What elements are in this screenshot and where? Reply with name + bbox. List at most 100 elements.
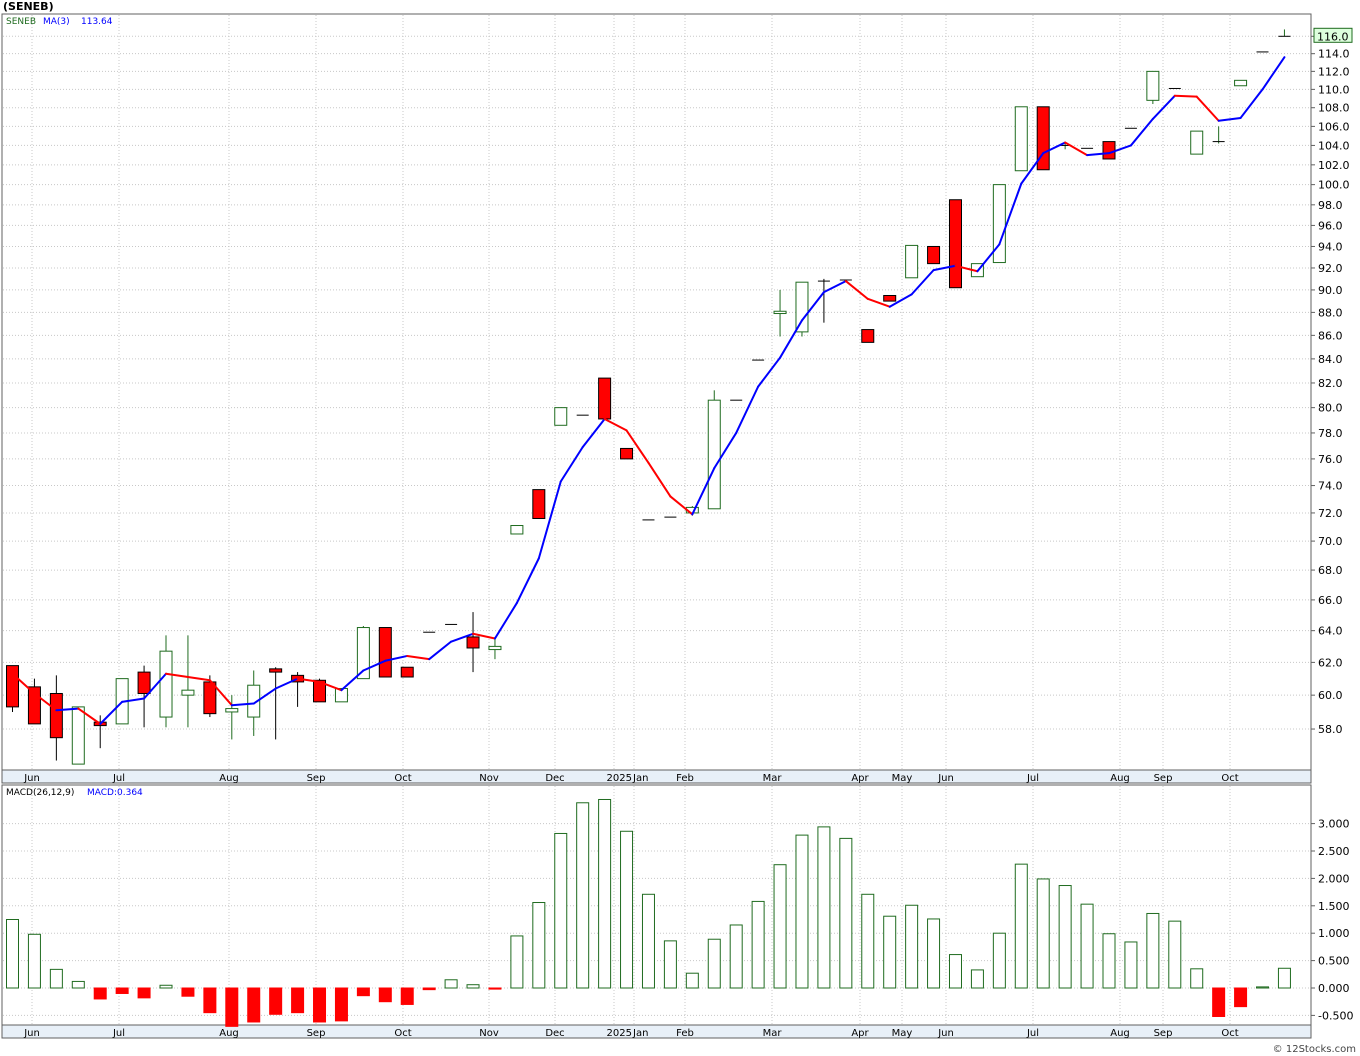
price-y-tick-label: 68.0 xyxy=(1318,564,1343,577)
macd-x-axis: Jun Jul Aug Sep Oct Nov Dec 2025 Jan Feb Mar Apr May… xyxy=(23,1028,1239,1039)
price-y-tick-label: 94.0 xyxy=(1318,240,1343,253)
ma3-segment xyxy=(625,429,650,464)
macd-bar xyxy=(334,987,348,1022)
candle xyxy=(6,665,19,712)
x-tick-label: Sep xyxy=(307,1028,326,1039)
macd-y-tick-label: 0.000 xyxy=(1318,982,1350,995)
ma3-segment xyxy=(1217,116,1242,122)
candle xyxy=(159,635,173,728)
macd-bar xyxy=(861,893,875,989)
ma3-segment xyxy=(428,640,453,661)
candle xyxy=(203,675,217,718)
ma3-segment xyxy=(33,692,58,712)
macd-bar xyxy=(444,979,458,989)
macd-bar xyxy=(203,987,217,1014)
ma3-segment xyxy=(713,431,738,470)
ma3-segment xyxy=(208,679,233,707)
x-tick-label: Aug xyxy=(1110,1028,1130,1039)
candle xyxy=(49,675,63,761)
ma3-segment xyxy=(998,182,1023,246)
macd-bar xyxy=(1234,987,1248,1008)
macd-bar xyxy=(1036,878,1050,989)
macd-bar xyxy=(247,987,261,1023)
ma3-segment xyxy=(186,675,211,682)
macd-bar xyxy=(1124,941,1138,989)
ma3-segment xyxy=(1261,56,1286,91)
ma3-segment xyxy=(888,293,913,308)
candle xyxy=(510,525,524,535)
ma3-segment xyxy=(165,672,189,678)
price-y-tick-label: 90.0 xyxy=(1318,284,1343,297)
macd-bar xyxy=(620,830,634,989)
x-tick-label: Dec xyxy=(545,1028,564,1039)
x-tick-label: Aug xyxy=(219,773,239,784)
ma3-segment xyxy=(779,319,803,359)
ma3-segment xyxy=(406,654,431,661)
candle xyxy=(905,244,919,279)
ma3-segment xyxy=(844,280,869,300)
macd-bar xyxy=(137,987,151,999)
candle xyxy=(1234,79,1248,87)
price-y-tick-label: 80.0 xyxy=(1318,402,1343,415)
x-tick-label: Jun xyxy=(937,773,954,784)
macd-bar xyxy=(1014,863,1028,989)
ma3-segment xyxy=(493,601,518,640)
macd-bar xyxy=(883,915,897,989)
price-legend-ma-value: 113.64 xyxy=(81,17,113,27)
macd-legend-label: MACD(26,12,9) xyxy=(6,788,74,798)
ma3-segment xyxy=(932,264,957,272)
macd-bar xyxy=(751,900,765,989)
macd-y-tick-label: -0.500 xyxy=(1318,1009,1353,1022)
macd-bar xyxy=(400,987,414,1005)
price-legend-ma-label: MA(3) xyxy=(43,17,70,27)
ma3-segment xyxy=(11,672,36,695)
ma3-segment xyxy=(472,632,496,640)
ma3-segment xyxy=(274,677,299,690)
x-tick-label: Mar xyxy=(763,773,783,784)
candle xyxy=(883,294,897,302)
macd-bar xyxy=(729,924,743,989)
x-tick-label: Aug xyxy=(219,1028,239,1039)
macd-bar xyxy=(773,864,787,989)
macd-bar xyxy=(817,826,831,989)
candle xyxy=(861,329,875,343)
chart-title: (SENEB) xyxy=(3,0,54,13)
candle xyxy=(532,489,546,520)
ma3-segment xyxy=(822,280,847,294)
price-x-axis: Jun Jul Aug Sep Oct Nov Dec 2025 Jan Feb Mar Apr May… xyxy=(23,773,1239,784)
macd-bar xyxy=(1212,987,1226,1017)
x-tick-label: Jan xyxy=(632,1028,648,1039)
x-tick-label: Jul xyxy=(1026,773,1039,784)
ma3-segment xyxy=(1195,95,1220,122)
candle xyxy=(466,612,480,673)
x-tick-label: Sep xyxy=(1154,773,1173,784)
candle xyxy=(992,184,1006,264)
macd-bar xyxy=(466,984,480,989)
ma3-segment xyxy=(318,680,343,692)
candle xyxy=(554,407,568,426)
x-tick-label: Nov xyxy=(479,773,499,784)
x-tick-label: Jul xyxy=(112,1028,125,1039)
ma3-segment xyxy=(143,672,168,700)
price-y-tick-label: 84.0 xyxy=(1318,353,1343,366)
candle xyxy=(1036,106,1050,171)
price-y-tick-label: 66.0 xyxy=(1318,594,1343,607)
candle xyxy=(948,199,962,289)
ma3-segment xyxy=(691,467,716,516)
x-tick-label: 2025 xyxy=(607,1028,632,1039)
ma3-segment xyxy=(340,669,365,692)
macd-bar xyxy=(576,802,590,989)
x-tick-label: 2025 xyxy=(607,773,632,784)
price-y-tick-label: 108.0 xyxy=(1318,102,1350,115)
price-y-tick-label: 110.0 xyxy=(1318,83,1350,96)
macd-bar xyxy=(49,968,63,989)
macd-bar xyxy=(948,954,962,989)
candle xyxy=(400,666,414,678)
price-y-tick-label: 82.0 xyxy=(1318,377,1343,390)
price-y-axis: 58.0 60.0 62.0 64.0 66.0 68.0 70.0 72.0 74.0 76.0… xyxy=(1311,30,1350,736)
macd-bar xyxy=(71,980,85,989)
ma3-segment xyxy=(230,702,255,707)
macd-y-tick-label: 3.000 xyxy=(1318,818,1350,831)
macd-bar xyxy=(1102,933,1116,989)
ma3-segment xyxy=(647,461,672,498)
